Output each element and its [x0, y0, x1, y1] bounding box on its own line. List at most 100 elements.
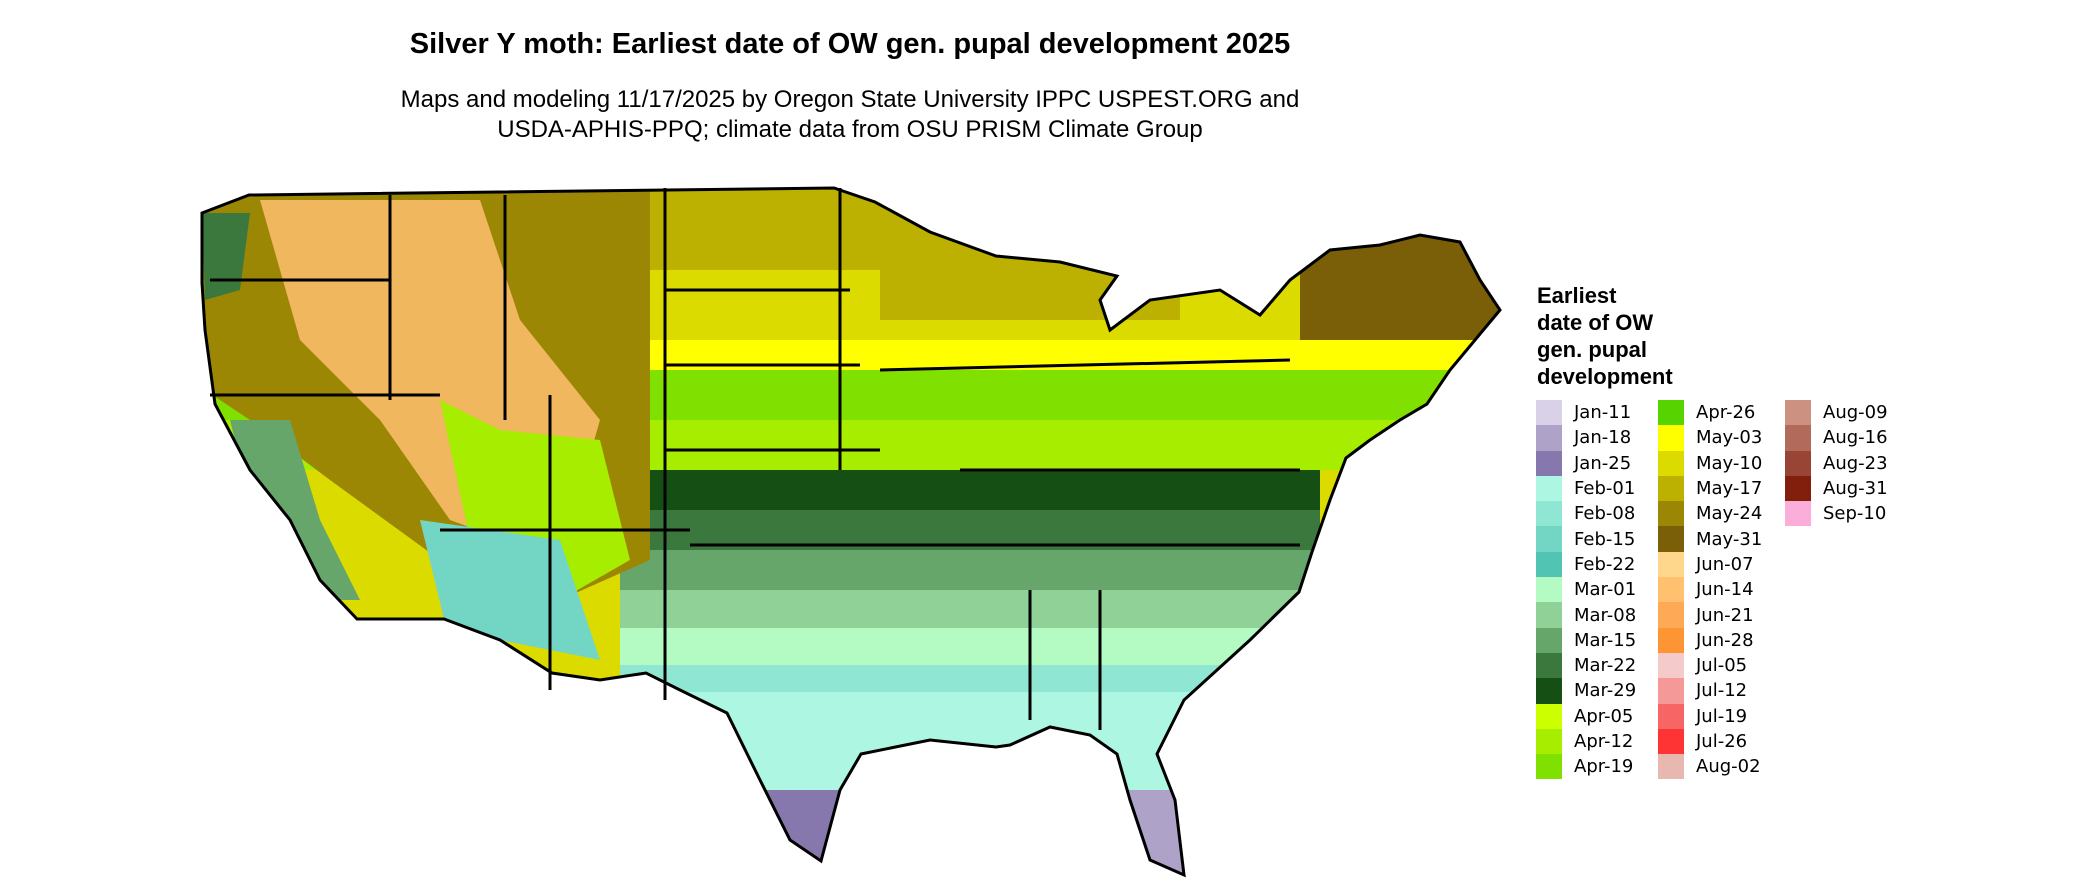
legend-item: Feb-08 [1536, 501, 1636, 527]
legend-label: Jun-28 [1696, 629, 1754, 651]
legend-swatch [1536, 501, 1562, 527]
legend-label: Jan-18 [1574, 427, 1632, 449]
legend-swatch [1536, 425, 1562, 451]
legend-label: Sep-10 [1823, 503, 1887, 525]
legend-item: Feb-22 [1536, 551, 1636, 578]
legend-title-line: Earliest [1537, 283, 1617, 308]
legend-item: Mar-01 [1536, 577, 1636, 603]
legend-label: May-17 [1696, 478, 1763, 500]
legend-label: May-31 [1696, 528, 1763, 550]
legend-item: Jan-25 [1536, 450, 1636, 476]
legend-swatch [1536, 551, 1562, 578]
legend-item: Apr-19 [1536, 754, 1636, 780]
legend-item: Jan-18 [1536, 425, 1636, 451]
legend-item: May-03 [1658, 425, 1763, 451]
legend-item: May-17 [1658, 475, 1763, 502]
legend-label: Feb-15 [1574, 528, 1636, 550]
legend-swatch [1536, 754, 1562, 780]
legend-item: Aug-16 [1785, 425, 1888, 451]
legend-swatch [1536, 475, 1562, 502]
legend-swatch [1658, 602, 1684, 628]
legend-label: Aug-23 [1823, 452, 1888, 474]
legend-item: Aug-02 [1658, 754, 1762, 780]
map-fill [202, 188, 1500, 875]
legend-label: May-24 [1696, 503, 1763, 525]
legend-swatch [1536, 678, 1562, 704]
legend-label: Mar-15 [1574, 629, 1637, 651]
legend-label: Apr-26 [1696, 402, 1756, 424]
legend-title: Earliest date of OW gen. pupal developme… [1537, 282, 1737, 390]
legend-swatch [1785, 501, 1811, 527]
legend-swatch [1536, 602, 1562, 628]
legend-swatch [1658, 501, 1684, 527]
legend-item: May-31 [1658, 526, 1763, 552]
legend-label: Jan-25 [1574, 452, 1632, 474]
legend-item: Sep-10 [1785, 501, 1888, 527]
map-subtitle-line1: Maps and modeling 11/17/2025 by Oregon S… [400, 86, 1300, 113]
legend-item: Jun-14 [1658, 577, 1762, 603]
legend-swatch [1785, 425, 1811, 451]
legend-swatch [1536, 627, 1562, 653]
legend-label: Feb-01 [1574, 478, 1636, 500]
legend-swatch [1536, 728, 1562, 755]
legend-swatch [1658, 627, 1684, 653]
legend-swatch [1658, 551, 1684, 578]
legend-item: Mar-22 [1536, 652, 1637, 679]
legend-swatch [1658, 678, 1684, 704]
legend-swatch [1536, 577, 1562, 603]
legend-item: Apr-26 [1658, 400, 1762, 426]
legend-swatch [1785, 475, 1811, 502]
legend-swatch [1785, 400, 1811, 426]
legend-label: Jul-26 [1696, 731, 1748, 752]
legend-swatch [1785, 450, 1811, 476]
legend-item: Jul-05 [1658, 652, 1762, 679]
legend-item: Jun-21 [1658, 602, 1762, 628]
legend-title-line: development [1537, 364, 1673, 389]
legend-item: Jan-11 [1536, 400, 1636, 426]
legend-label: Jan-11 [1574, 402, 1632, 424]
legend-swatch [1658, 703, 1684, 729]
legend-swatch [1658, 450, 1684, 476]
legend-item: Jun-07 [1658, 551, 1762, 578]
legend-swatch [1658, 475, 1684, 502]
legend-label: Apr-05 [1574, 705, 1634, 727]
legend-swatch [1658, 577, 1684, 603]
legend-item: Aug-31 [1785, 475, 1888, 502]
legend-label: Feb-08 [1574, 503, 1636, 525]
legend-item: Apr-12 [1536, 728, 1636, 755]
legend-item: Feb-01 [1536, 475, 1636, 502]
legend-column-1: Jan-11 Jan-18 Jan-25 Feb-01 Feb-08 Feb-15 Feb-… [1536, 400, 1637, 780]
legend-label: Apr-19 [1574, 756, 1634, 778]
legend-label: Jun-07 [1696, 553, 1754, 575]
legend-label: Jun-14 [1696, 579, 1754, 601]
legend-item: Jul-19 [1658, 703, 1762, 729]
legend-label: May-03 [1696, 427, 1763, 449]
legend-swatch [1658, 526, 1684, 552]
legend-item: May-10 [1658, 450, 1762, 476]
legend-item: Apr-05 [1536, 703, 1636, 729]
legend-swatch [1658, 728, 1684, 755]
legend-swatch [1536, 450, 1562, 476]
legend-item: Jun-28 [1658, 627, 1762, 653]
legend-column-2: Apr-26 May-03 May-10 May-17 May-24 May-31 Jun-… [1658, 400, 1763, 780]
legend-label: Mar-29 [1574, 680, 1637, 702]
legend-label: Jul-05 [1696, 655, 1748, 677]
legend-label: Mar-08 [1574, 604, 1637, 626]
legend-item: Mar-29 [1536, 678, 1637, 704]
legend-label: Aug-31 [1823, 478, 1888, 500]
legend-item: Mar-08 [1536, 602, 1637, 628]
legend-label: Mar-22 [1574, 655, 1637, 677]
legend-item: Aug-09 [1785, 400, 1888, 426]
legend-label: Jul-12 [1696, 680, 1748, 702]
legend-column-3: Aug-09 Aug-16 Aug-23 Aug-31 Sep-10 [1785, 400, 1888, 527]
legend-swatch [1536, 400, 1562, 426]
legend-item: Jul-12 [1658, 678, 1762, 704]
legend-swatch [1536, 652, 1562, 679]
map-subtitle-line2: USDA-APHIS-PPQ; climate data from OSU PR… [497, 116, 1203, 143]
legend-swatch [1658, 425, 1684, 451]
legend-title-line: gen. pupal [1537, 337, 1647, 362]
legend-item: Aug-23 [1785, 450, 1888, 476]
legend-label: Jun-21 [1696, 604, 1754, 626]
legend-label: Aug-09 [1823, 402, 1888, 424]
